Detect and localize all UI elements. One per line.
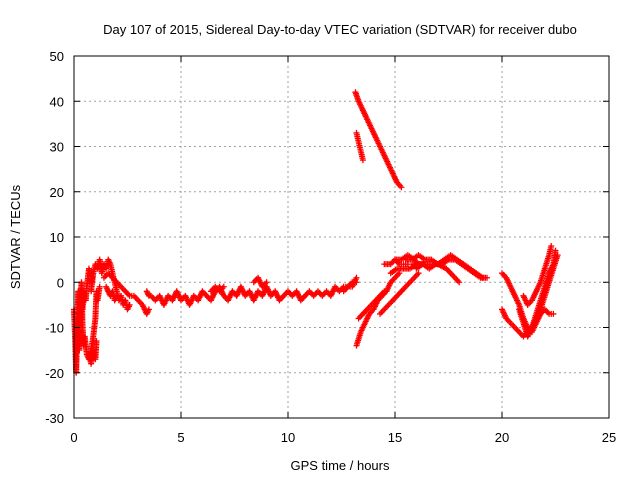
- data-segment: [340, 274, 360, 295]
- data-point-marker: [113, 292, 120, 299]
- data-segment: [207, 283, 227, 295]
- data-segment: [516, 247, 559, 340]
- data-point-marker: [484, 274, 491, 281]
- chart-title: Day 107 of 2015, Sidereal Day-to-day VTE…: [103, 22, 577, 37]
- y-axis-label: SDTVAR / TECUs: [8, 184, 23, 289]
- tick-layer: 0 5 10 15 20 25 -30 -20 -10 0 10 20 30 40 50: [45, 49, 616, 445]
- data-segment: [250, 274, 270, 290]
- data-layer: [71, 89, 561, 376]
- data-segment: [352, 89, 405, 191]
- y-tick-label: 20: [50, 185, 64, 200]
- data-point-marker: [552, 247, 559, 254]
- data-point-marker: [550, 310, 557, 317]
- y-tick-label: 50: [50, 49, 64, 64]
- y-tick-label: 30: [50, 140, 64, 155]
- data-point-marker: [263, 279, 270, 286]
- y-tick-label: -20: [45, 366, 64, 381]
- data-point-marker: [145, 306, 152, 313]
- y-tick-label: 10: [50, 230, 64, 245]
- y-tick-label: 0: [57, 275, 64, 290]
- data-segment: [85, 338, 100, 367]
- data-point-marker: [353, 274, 360, 281]
- data-segment: [520, 243, 555, 308]
- data-point-marker: [398, 184, 405, 191]
- x-tick-label: 25: [602, 430, 616, 445]
- y-tick-label: -10: [45, 321, 64, 336]
- data-point-marker: [96, 283, 103, 290]
- data-point-marker: [381, 288, 388, 295]
- data-segment: [143, 279, 360, 308]
- data-segment: [387, 261, 426, 277]
- data-segment: [103, 283, 120, 304]
- data-segment: [100, 270, 152, 317]
- y-tick-label: 40: [50, 94, 64, 109]
- data-point-marker: [415, 270, 422, 277]
- x-tick-label: 0: [70, 430, 77, 445]
- grid-layer: [74, 56, 609, 418]
- data-point-marker: [359, 157, 366, 164]
- data-point-marker: [126, 301, 133, 308]
- y-tick-label: -30: [45, 411, 64, 426]
- data-point-marker: [220, 283, 227, 290]
- data-segment: [355, 288, 388, 322]
- data-segment: [353, 129, 366, 164]
- data-point-marker: [548, 243, 555, 250]
- x-tick-label: 15: [388, 430, 402, 445]
- data-point-marker: [456, 279, 463, 286]
- x-axis-label: GPS time / hours: [291, 458, 390, 473]
- data-point-marker: [93, 338, 100, 345]
- x-tick-label: 5: [177, 430, 184, 445]
- data-segment: [88, 256, 133, 313]
- x-tick-label: 10: [281, 430, 295, 445]
- x-tick-label: 20: [495, 430, 509, 445]
- data-segment: [377, 270, 422, 317]
- data-segment: [413, 256, 491, 281]
